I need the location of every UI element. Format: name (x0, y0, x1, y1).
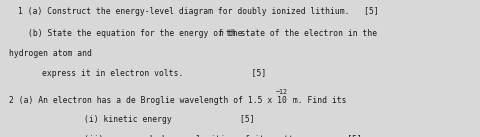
Text: n: n (218, 29, 223, 38)
Text: hydrogen atom and: hydrogen atom and (9, 49, 92, 58)
Text: 1 (a) Construct the energy-level diagram for doubly ionized lithium.   [5]: 1 (a) Construct the energy-level diagram… (18, 7, 379, 16)
Text: −12: −12 (276, 89, 288, 95)
Text: express it in electron volts.              [5]: express it in electron volts. [5] (42, 69, 266, 78)
Text: (i) kinetic energy              [5]: (i) kinetic energy [5] (84, 115, 254, 124)
Text: th state of the electron in the: th state of the electron in the (226, 29, 377, 38)
Text: 2 (a) An electron has a de Broglie wavelength of 1.5 x 10: 2 (a) An electron has a de Broglie wavel… (9, 95, 287, 105)
Text: (ii) group and phase velocities of its matter waves.  [5]: (ii) group and phase velocities of its m… (84, 135, 362, 137)
Text: m. Find its: m. Find its (288, 95, 347, 105)
Text: (b) State the equation for the energy of the: (b) State the equation for the energy of… (28, 29, 247, 38)
